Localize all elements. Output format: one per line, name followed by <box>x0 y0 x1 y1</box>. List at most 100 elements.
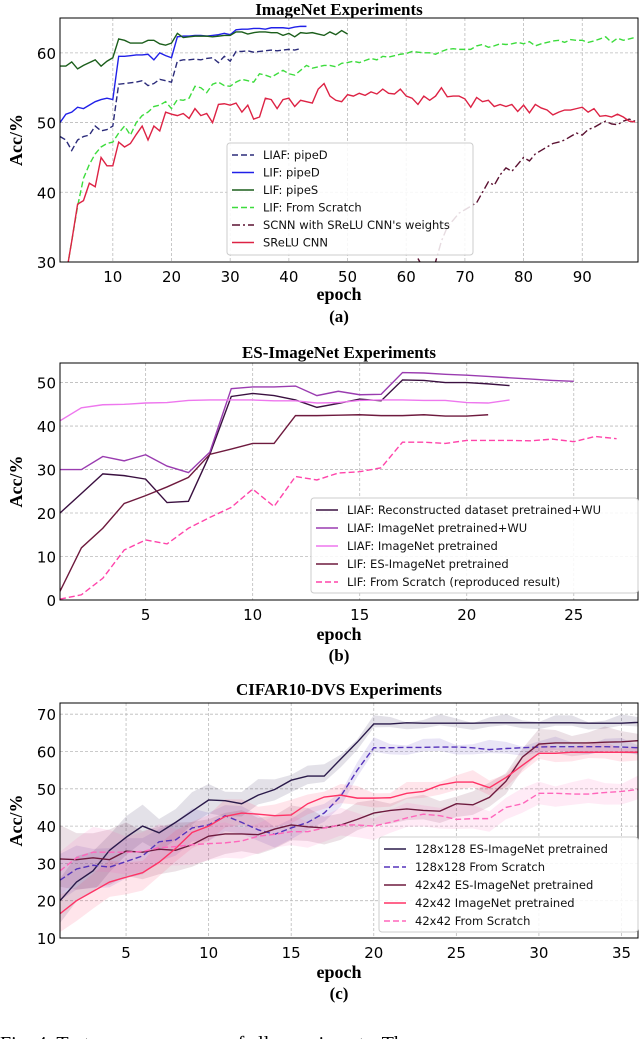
chart-2: CIFAR10-DVS Experiments 5 10 15 20 25 30 35 10 20… <box>6 680 639 1003</box>
y-tick-label: 40 <box>37 418 56 436</box>
x-tick-label: 20 <box>162 268 181 286</box>
legend: LIAF: pipeD LIF: pipeD LIF: pipeS LIF: From… <box>226 142 474 256</box>
x-tick-label: 5 <box>141 606 151 624</box>
legend-entry: LIF: pipeS <box>263 183 318 197</box>
x-tick-label: 20 <box>457 606 476 624</box>
y-axis-label: Acc/% <box>6 114 26 166</box>
x-tick-label: 35 <box>612 944 631 962</box>
x-tick-label: 25 <box>564 606 583 624</box>
series-line-0 <box>60 721 638 902</box>
x-tick-label: 15 <box>282 944 301 962</box>
y-tick-label: 20 <box>37 505 56 523</box>
x-tick-label: 25 <box>447 944 466 962</box>
x-tick-label: 30 <box>221 268 240 286</box>
series-line-3 <box>67 36 636 262</box>
series-band <box>60 775 638 895</box>
y-tick-label: 40 <box>37 818 56 836</box>
chart-title: CIFAR10-DVS Experiments <box>236 680 442 699</box>
chart-0: ImageNet Experiments 10 20 30 40 50 60 70 80 90 30… <box>6 0 639 326</box>
x-tick-label: 50 <box>338 268 357 286</box>
x-axis-label: epoch <box>317 284 362 304</box>
series-line-1 <box>60 745 638 881</box>
legend-entry: LIF: pipeD <box>263 166 320 180</box>
subfigure-label: (a) <box>329 307 349 326</box>
series-band <box>60 736 638 901</box>
y-tick-label: 50 <box>37 781 56 799</box>
series-line-3 <box>60 414 489 592</box>
legend-entry: 128x128 ES-ImageNet pretrained <box>415 842 608 856</box>
legend-entry: 42x42 From Scratch <box>415 914 530 928</box>
legend-box <box>378 836 639 933</box>
legend-entry: LIAF: ImageNet pretrained+WU <box>347 521 527 535</box>
y-tick-label: 20 <box>37 893 56 911</box>
x-tick-label: 70 <box>455 268 474 286</box>
x-axis-label: epoch <box>317 624 362 644</box>
y-tick-label: 0 <box>46 592 56 610</box>
legend-entry: 42x42 ES-ImageNet pretrained <box>415 878 593 892</box>
series-line-4 <box>60 788 638 872</box>
legend-box <box>226 142 474 256</box>
legend-entry: SReLU CNN <box>263 236 328 250</box>
legend-entry: LIAF: ImageNet pretrained <box>347 539 498 553</box>
series-line-1 <box>60 371 574 474</box>
plot-frame <box>59 702 639 939</box>
y-tick-label: 30 <box>37 855 56 873</box>
legend-entry: LIF: From Scratch (reproduced result) <box>347 575 560 589</box>
y-tick-label: 50 <box>37 115 56 133</box>
y-tick-label: 10 <box>37 549 56 567</box>
legend-entry: LIF: ES-ImageNet pretrained <box>347 557 509 571</box>
plot-area <box>60 714 638 933</box>
subfigure-label: (b) <box>329 646 350 665</box>
x-tick-label: 60 <box>397 268 416 286</box>
series-line-5 <box>67 82 636 262</box>
series-line-0 <box>60 379 510 514</box>
plot-frame <box>59 362 639 601</box>
series-line-2 <box>60 399 510 422</box>
y-tick-label: 40 <box>37 184 56 202</box>
legend-entry: SCNN with SReLU CNN's weights <box>263 218 450 232</box>
chart-title: ES-ImageNet Experiments <box>242 343 436 362</box>
series-line-2 <box>60 739 638 861</box>
series-line-3 <box>60 751 638 915</box>
x-tick-label: 15 <box>350 606 369 624</box>
y-tick-label: 70 <box>37 706 56 724</box>
y-tick-label: 30 <box>37 462 56 480</box>
x-tick-label: 40 <box>279 268 298 286</box>
chart-title: ImageNet Experiments <box>255 0 423 19</box>
figure-caption: Fig. 4. Test accuracy curves of all expe… <box>0 1033 413 1039</box>
y-tick-label: 60 <box>37 743 56 761</box>
legend: 128x128 ES-ImageNet pretrained 128x128 Fr… <box>378 836 639 933</box>
y-axis-label: Acc/% <box>6 456 26 508</box>
series-line-2 <box>60 29 348 70</box>
series-band <box>60 726 638 890</box>
y-tick-label: 30 <box>37 254 56 272</box>
subfigure-label: (c) <box>330 984 349 1003</box>
x-tick-label: 90 <box>573 268 592 286</box>
legend-box <box>310 497 639 594</box>
x-tick-label: 10 <box>243 606 262 624</box>
series-line-1 <box>60 25 307 123</box>
legend-entry: LIAF: pipeD <box>263 148 328 162</box>
legend: LIAF: Reconstructed dataset pretrained+W… <box>310 497 639 594</box>
y-axis-label: Acc/% <box>6 795 26 847</box>
x-tick-label: 80 <box>514 268 533 286</box>
x-tick-label: 30 <box>529 944 548 962</box>
y-tick-label: 60 <box>37 45 56 63</box>
series-line-0 <box>60 47 301 152</box>
plot-frame <box>59 17 639 263</box>
x-tick-label: 5 <box>121 944 131 962</box>
legend-entry: 128x128 From Scratch <box>415 860 545 874</box>
x-tick-label: 10 <box>199 944 218 962</box>
series-band <box>60 714 638 924</box>
legend-entry: LIAF: Reconstructed dataset pretrained+W… <box>347 503 601 517</box>
chart-1: ES-ImageNet Experiments 5 10 15 20 25 0 10 20 30 4… <box>6 343 639 665</box>
y-tick-label: 10 <box>37 930 56 948</box>
y-tick-label: 50 <box>37 375 56 393</box>
plot-area <box>60 371 617 600</box>
legend-entry: LIF: From Scratch <box>263 201 362 215</box>
series-band <box>60 741 638 933</box>
x-tick-label: 10 <box>103 268 122 286</box>
x-tick-label: 20 <box>364 944 383 962</box>
x-axis-label: epoch <box>317 962 362 982</box>
